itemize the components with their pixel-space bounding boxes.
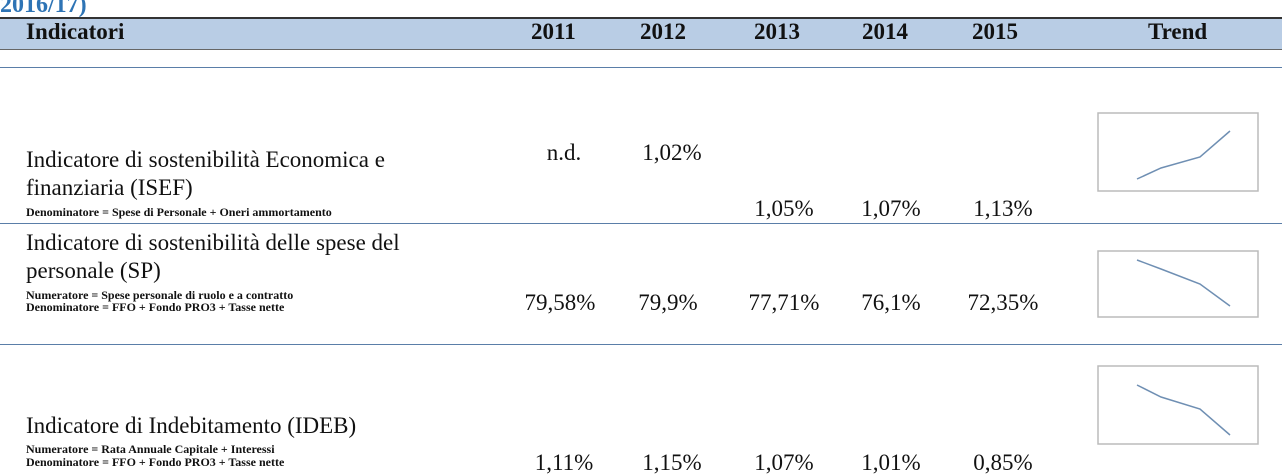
label: Indicatore di sostenibilità delle spese … xyxy=(26,230,400,255)
value: 72,35% xyxy=(967,290,1039,315)
label: finanziaria (ISEF) xyxy=(26,175,193,200)
row-line xyxy=(0,344,1282,345)
value: 76,1% xyxy=(861,290,921,315)
sparkline xyxy=(1097,250,1259,318)
sparkline xyxy=(1097,365,1259,445)
header-cell: 2015 xyxy=(972,19,1018,44)
header-band xyxy=(0,17,1282,50)
header-cell: 2011 xyxy=(531,19,576,44)
row-line xyxy=(0,223,1282,224)
value: 1,13% xyxy=(973,196,1033,221)
value: 77,71% xyxy=(748,290,820,315)
label: Indicatore di Indebitamento (IDEB) xyxy=(26,413,357,438)
value: 1,02% xyxy=(642,140,702,165)
value: 1,07% xyxy=(754,450,814,475)
note: Denominatore = FFO + Fondo PRO3 + Tasse … xyxy=(26,300,285,314)
label: personale (SP) xyxy=(26,258,161,283)
note: Numeratore = Rata Annuale Capitale + Int… xyxy=(26,442,275,456)
value: 1,11% xyxy=(534,450,594,475)
sparkline xyxy=(1097,112,1259,192)
note: Denominatore = FFO + Fondo PRO3 + Tasse … xyxy=(26,455,285,469)
header-cell: Indicatori xyxy=(26,19,125,44)
header-cell: 2014 xyxy=(862,19,908,44)
header-cell: Trend xyxy=(1148,19,1208,44)
heading: 2016/17) xyxy=(0,0,87,18)
value: 79,58% xyxy=(524,290,596,315)
value: 0,85% xyxy=(973,450,1033,475)
note: Denominatore = Spese di Personale + Oner… xyxy=(26,205,332,219)
header-cell: 2012 xyxy=(640,19,686,44)
value: n.d. xyxy=(546,140,582,165)
note: Numeratore = Spese personale di ruolo e … xyxy=(26,288,294,302)
label: Indicatore di sostenibilità Economica e xyxy=(26,147,385,172)
row-line xyxy=(0,67,1282,68)
value: 1,05% xyxy=(754,196,814,221)
value: 1,01% xyxy=(861,450,921,475)
value: 1,15% xyxy=(642,450,702,475)
value: 79,9% xyxy=(638,290,698,315)
value: 1,07% xyxy=(861,196,921,221)
header-cell: 2013 xyxy=(754,19,800,44)
